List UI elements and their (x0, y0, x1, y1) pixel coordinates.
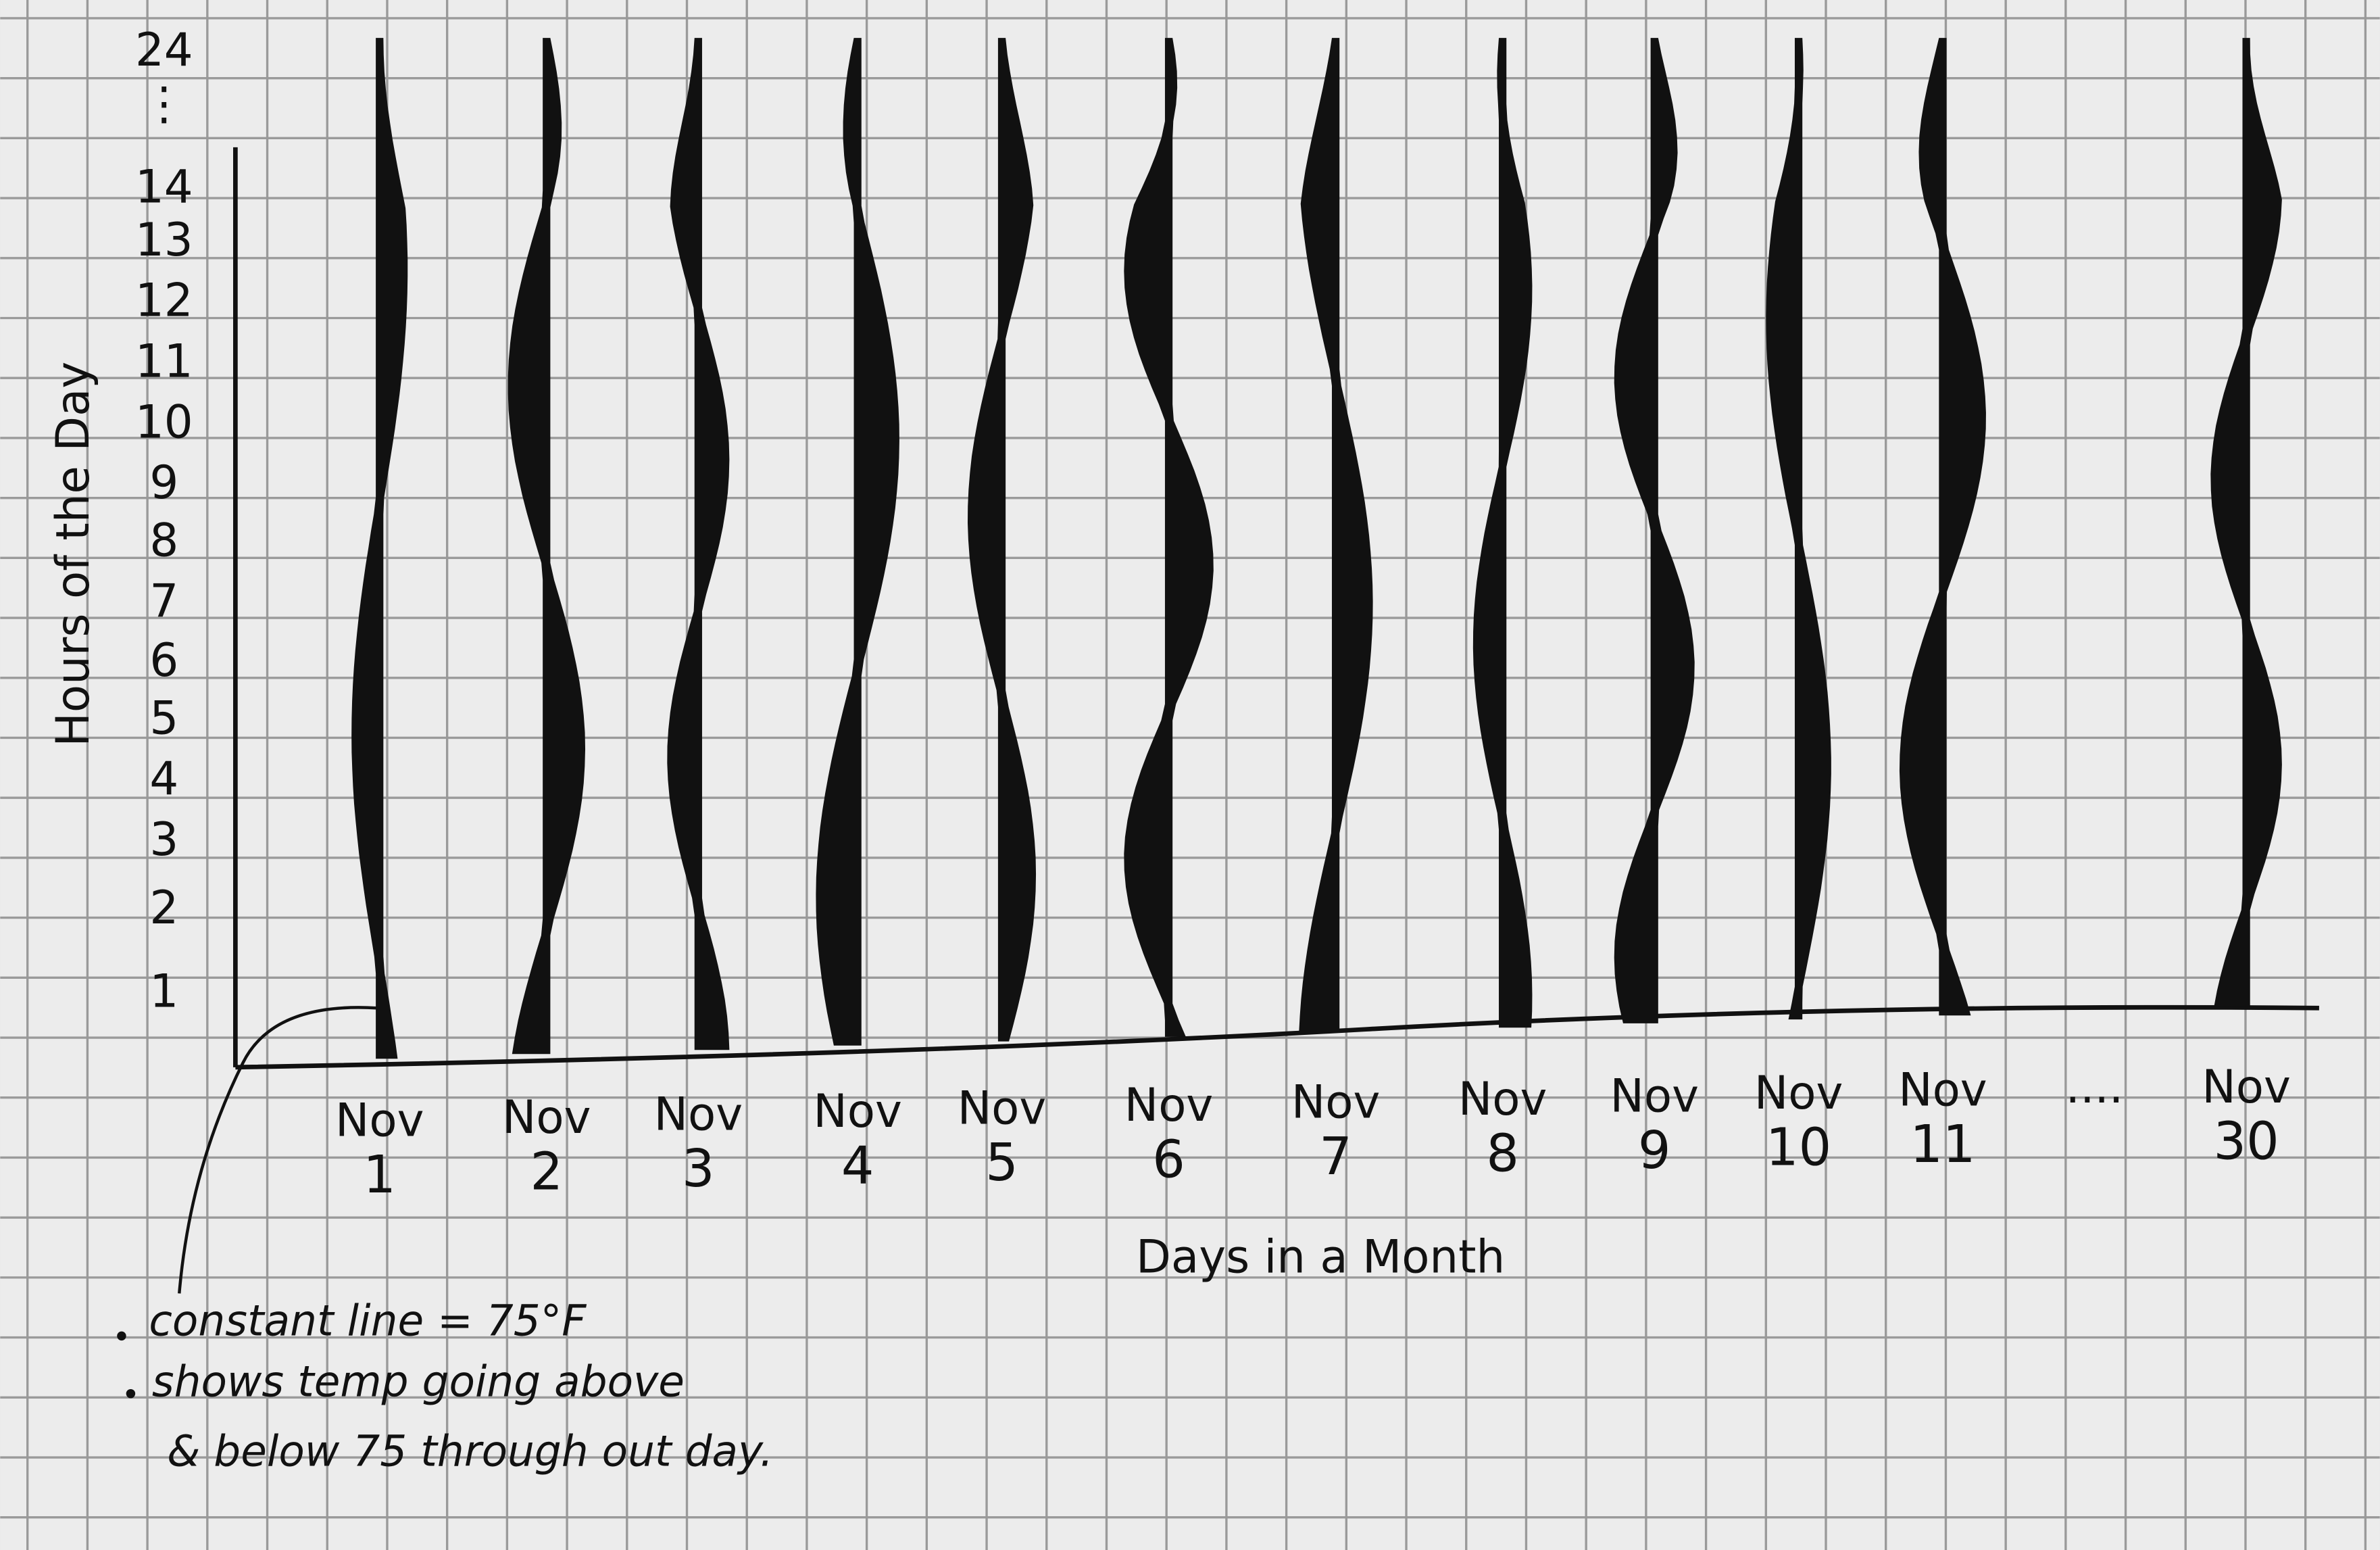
y-tick-label: ⋮ (141, 76, 187, 130)
day-number: 11 (1910, 1115, 1975, 1175)
day-month: Nov (502, 1090, 591, 1144)
day-month: Nov (813, 1084, 901, 1138)
day-month: Nov (1610, 1069, 1698, 1123)
y-tick-label: 11 (135, 335, 193, 388)
day-number: 2 (530, 1142, 563, 1202)
bullet (117, 1331, 126, 1341)
y-tick-label: 7 (149, 574, 178, 627)
annotation-arrow (178, 1006, 377, 1294)
y-tick-label: 24 (135, 23, 193, 76)
note: shows temp going above (152, 1357, 685, 1406)
note: constant line = 75°F (149, 1296, 587, 1345)
temp-ribbon (1299, 38, 1373, 1032)
day-month: Nov (335, 1093, 424, 1146)
day-month: Nov (1898, 1063, 1987, 1117)
y-tick-label: 3 (149, 813, 178, 866)
ribbons (351, 38, 2282, 1059)
note: & below 75 through out day. (167, 1427, 773, 1476)
temp-ribbon (967, 38, 1037, 1042)
day-month: Nov (2202, 1060, 2290, 1113)
bullet (126, 1388, 136, 1399)
temp-ribbon (1124, 38, 1214, 1037)
day-number: 3 (682, 1139, 715, 1199)
y-tick-label: 2 (149, 881, 178, 934)
y-tick-label: 4 (149, 752, 178, 805)
day-month: Nov (1458, 1072, 1547, 1125)
day-number: 1 (363, 1145, 396, 1205)
temp-ribbon (1472, 38, 1533, 1028)
gap-dots: .... (2066, 1060, 2124, 1113)
day-number: 10 (1766, 1117, 1831, 1178)
temp-ribbon (1899, 38, 1986, 1016)
temp-ribbon (816, 38, 899, 1046)
day-number: 8 (1486, 1123, 1519, 1184)
y-tick-label: 14 (135, 160, 193, 213)
day-number: 5 (985, 1133, 1018, 1193)
day-number: 30 (2214, 1111, 2279, 1171)
y-tick-label: 8 (149, 514, 178, 567)
y-tick-label: 5 (149, 691, 178, 744)
temp-ribbon (1614, 38, 1695, 1023)
day-month: Nov (654, 1087, 743, 1140)
temp-ribbon (2210, 38, 2282, 1007)
day-month: Nov (1291, 1075, 1380, 1129)
day-number: 6 (1152, 1130, 1185, 1190)
y-tick-label: 1 (149, 965, 178, 1018)
y-axis-title: Hours of the Day (46, 362, 99, 747)
day-number: 4 (841, 1136, 874, 1196)
day-month: Nov (1754, 1066, 1843, 1119)
x-axis-line (235, 1004, 2319, 1070)
day-month: Nov (1124, 1078, 1213, 1132)
y-tick-label: 10 (135, 395, 193, 448)
day-month: Nov (958, 1082, 1046, 1135)
y-tick-label: 6 (149, 633, 178, 687)
temp-ribbon (1766, 38, 1831, 1020)
temp-ribbon (507, 38, 586, 1055)
day-number: 7 (1319, 1127, 1352, 1187)
day-number: 9 (1638, 1121, 1671, 1181)
y-tick-label: 13 (135, 213, 193, 266)
y-tick-label: 9 (149, 456, 178, 509)
x-axis-title: Days in a Month (1136, 1230, 1505, 1284)
y-tick-label: 12 (135, 274, 193, 327)
temp-ribbon (351, 38, 408, 1059)
temp-ribbon (667, 38, 730, 1050)
